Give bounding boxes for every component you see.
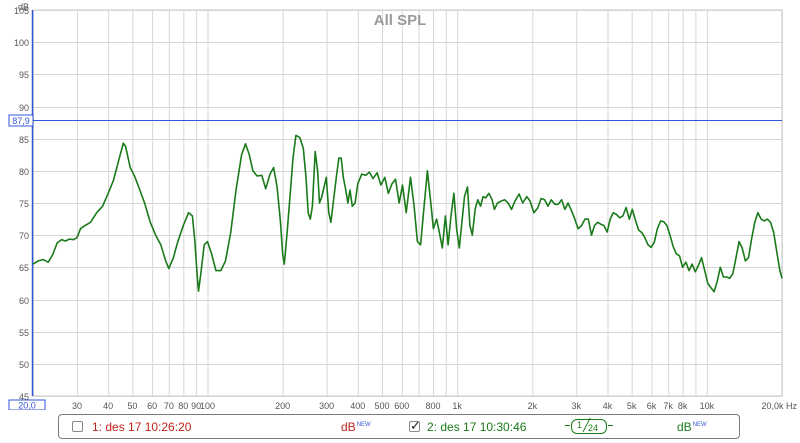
x-tick-label: 100 bbox=[200, 401, 215, 410]
x-tick-label: 90 bbox=[191, 401, 201, 410]
x-tick-label: 300 bbox=[319, 401, 334, 410]
measurement-2-units[interactable]: dBNEW bbox=[677, 420, 707, 434]
x-tick-label: 2k bbox=[528, 401, 538, 410]
x-tick-label: 800 bbox=[425, 401, 440, 410]
x-axis-end-label: 20,0k Hz bbox=[761, 401, 797, 410]
measurement-legend-bar: 1: des 17 10:26:20 dBNEW ✓ 2: des 17 10:… bbox=[58, 414, 740, 439]
x-tick-label: 400 bbox=[350, 401, 365, 410]
x-tick-label: 5k bbox=[627, 401, 637, 410]
measurement-2-units-badge: NEW bbox=[692, 422, 707, 428]
measurement-1-units-badge: NEW bbox=[356, 422, 371, 428]
x-tick-label: 4k bbox=[603, 401, 613, 410]
spl-series-line bbox=[32, 134, 783, 293]
y-tick-label: 50 bbox=[19, 360, 29, 370]
y-tick-label: 85 bbox=[19, 135, 29, 145]
x-readout-label: 20,0 bbox=[18, 401, 36, 411]
y-unit-label: dB bbox=[18, 2, 29, 12]
y-tick-label: 80 bbox=[19, 167, 29, 177]
x-tick-label: 200 bbox=[275, 401, 290, 410]
x-tick-label: 30 bbox=[72, 401, 82, 410]
y-tick-label: 65 bbox=[19, 263, 29, 273]
measurement-1-units[interactable]: dBNEW bbox=[341, 420, 371, 434]
y-tick-label: 95 bbox=[19, 70, 29, 80]
smoothing-slash: ╱ bbox=[583, 418, 591, 432]
checkmark-icon: ✓ bbox=[410, 418, 421, 433]
y-tick-label: 90 bbox=[19, 103, 29, 113]
level-cursor-box[interactable] bbox=[8, 114, 34, 127]
measurement-2-checkbox[interactable]: ✓ bbox=[409, 418, 421, 433]
x-tick-label: 10k bbox=[700, 401, 715, 410]
x-tick-label: 40 bbox=[103, 401, 113, 410]
smoothing-denominator: 24 bbox=[588, 423, 599, 433]
x-tick-label: 3k bbox=[572, 401, 582, 410]
x-tick-label: 8k bbox=[678, 401, 688, 410]
measurement-1-units-text: dB bbox=[341, 420, 356, 434]
x-tick-label: 60 bbox=[147, 401, 157, 410]
x-tick-label: 6k bbox=[647, 401, 657, 410]
x-tick-label: 600 bbox=[394, 401, 409, 410]
measurement-2-label[interactable]: 2: des 17 10:30:46 bbox=[427, 420, 527, 434]
y-tick-label: 45 bbox=[19, 392, 29, 402]
level-cursor-label: 87,9 bbox=[12, 116, 30, 126]
measurement-2-units-text: dB bbox=[677, 420, 692, 434]
y-tick-label: 105 bbox=[14, 6, 29, 16]
y-tick-label: 55 bbox=[19, 328, 29, 338]
measurement-1-checkbox[interactable] bbox=[72, 421, 83, 432]
y-tick-label: 100 bbox=[14, 38, 29, 48]
x-readout-box[interactable] bbox=[8, 399, 46, 410]
smoothing-selector[interactable]: 1 ╱ 24 bbox=[565, 418, 613, 434]
chart-title: All SPL bbox=[374, 12, 427, 29]
x-tick-label: 50 bbox=[127, 401, 137, 410]
measurement-1-label[interactable]: 1: des 17 10:26:20 bbox=[92, 420, 192, 434]
smoothing-numerator: 1 bbox=[577, 420, 583, 430]
y-tick-label: 60 bbox=[19, 296, 29, 306]
y-tick-label: 70 bbox=[19, 231, 29, 241]
x-tick-label: 70 bbox=[164, 401, 174, 410]
x-tick-label: 80 bbox=[178, 401, 188, 410]
y-tick-label: 75 bbox=[19, 199, 29, 209]
x-tick-label: 500 bbox=[375, 401, 390, 410]
x-tick-label: 1k bbox=[452, 401, 462, 410]
x-tick-label: 7k bbox=[663, 401, 673, 410]
